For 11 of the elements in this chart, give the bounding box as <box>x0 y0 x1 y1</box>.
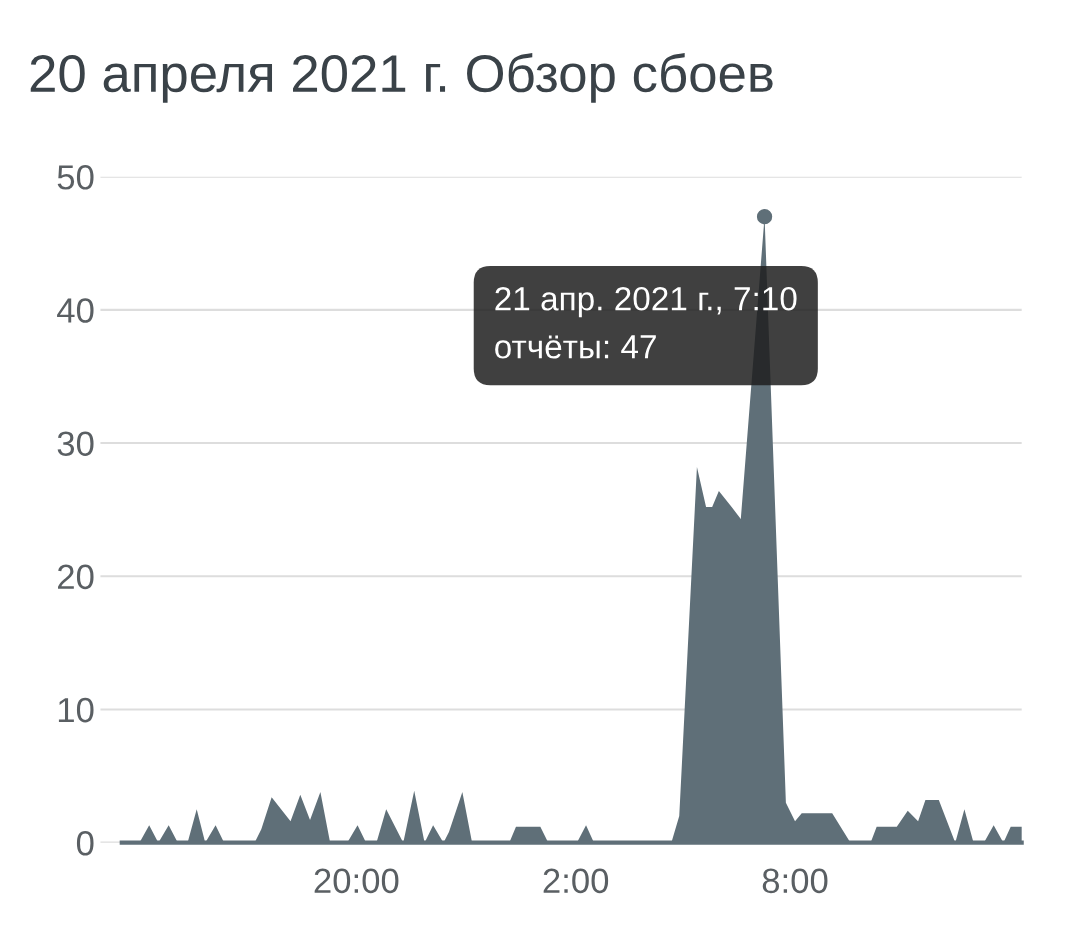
annotation: 21 апр. 2021 г., 7:10 отчёты: 47 <box>495 286 797 359</box>
x-tick-label: 2:00 <box>543 868 609 894</box>
y-tick-label: 50 <box>57 165 94 190</box>
x-tick-label: 20:00 <box>314 868 399 894</box>
y-tick-label: 20 <box>58 564 94 590</box>
y-tick-label: 30 <box>57 431 94 456</box>
x-tick-label: 8:00 <box>762 868 828 894</box>
y-tick-label: 0 <box>76 830 94 856</box>
y-tick-label: 40 <box>57 298 94 323</box>
y-tick-label: 10 <box>58 697 94 723</box>
chart-title: 20 апреля 2021 г. Обзор сбоев <box>30 53 773 103</box>
